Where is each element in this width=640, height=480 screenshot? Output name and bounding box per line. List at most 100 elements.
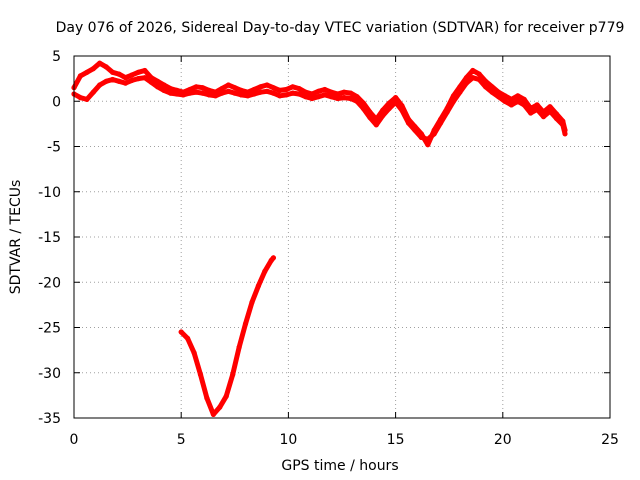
data-point xyxy=(217,404,223,410)
data-point xyxy=(502,93,508,99)
data-point xyxy=(438,120,444,126)
data-point xyxy=(155,84,161,90)
data-point xyxy=(251,86,257,93)
data-point xyxy=(178,329,184,335)
data-point xyxy=(232,90,238,96)
data-point xyxy=(206,87,212,93)
data-point xyxy=(283,92,289,98)
x-tick-label: 0 xyxy=(70,432,79,448)
data-point xyxy=(135,76,141,82)
data-point xyxy=(142,67,148,74)
data-point xyxy=(84,96,90,102)
data-point xyxy=(255,283,261,289)
data-point xyxy=(463,80,469,86)
data-point xyxy=(360,105,366,112)
data-point xyxy=(230,372,236,378)
data-point xyxy=(180,92,186,98)
data-point xyxy=(103,78,109,84)
data-point xyxy=(84,69,90,75)
data-point xyxy=(187,90,193,96)
data-point xyxy=(547,108,553,114)
data-point xyxy=(232,85,238,91)
data-point xyxy=(521,102,527,108)
data-point xyxy=(553,115,560,121)
data-point xyxy=(161,82,167,88)
data-point xyxy=(204,395,210,401)
data-point xyxy=(309,91,315,97)
data-point xyxy=(264,82,270,88)
data-point xyxy=(225,88,231,94)
data-point xyxy=(90,66,96,72)
data-point xyxy=(200,85,206,91)
data-point xyxy=(470,75,476,81)
data-point xyxy=(562,131,568,137)
data-point xyxy=(476,71,482,77)
data-point xyxy=(161,87,167,93)
y-tick-label: -10 xyxy=(38,185,61,201)
data-point xyxy=(508,102,514,108)
data-point xyxy=(200,90,206,96)
data-point xyxy=(386,105,392,112)
data-point xyxy=(219,86,225,92)
y-tick-label: -15 xyxy=(38,230,61,246)
data-point xyxy=(489,89,495,95)
data-point xyxy=(373,122,379,128)
data-point xyxy=(283,86,289,93)
data-point xyxy=(277,93,283,99)
data-point xyxy=(238,87,244,93)
data-point xyxy=(212,93,219,99)
y-axis-label: SDTVAR / TECUs xyxy=(8,180,24,295)
data-point xyxy=(534,102,540,108)
data-point xyxy=(210,411,216,417)
data-point xyxy=(116,71,122,77)
data-point xyxy=(270,85,276,91)
axis-ticks: 0 5 10 15 20 25 5 0 -5 -10 -15 -20 -25 -30 -35 xyxy=(38,49,619,448)
data-point xyxy=(444,109,450,115)
data-point xyxy=(348,95,354,102)
data-point xyxy=(257,89,264,95)
series-line-1 xyxy=(71,60,568,148)
data-point xyxy=(142,75,148,81)
data-point xyxy=(335,91,341,97)
data-point xyxy=(425,142,431,148)
data-point xyxy=(270,255,276,261)
data-point xyxy=(167,90,174,96)
data-point xyxy=(264,88,270,94)
data-point xyxy=(191,350,197,356)
data-point xyxy=(303,94,309,100)
x-tick-label: 20 xyxy=(494,432,512,448)
data-point xyxy=(315,94,321,100)
data-point xyxy=(77,95,83,101)
data-point xyxy=(290,84,296,90)
data-point xyxy=(290,90,296,96)
data-point xyxy=(335,95,341,102)
data-point xyxy=(257,84,264,90)
data-point xyxy=(470,67,476,74)
data-point xyxy=(341,89,347,95)
data-point xyxy=(148,79,154,85)
data-point xyxy=(249,299,255,305)
data-point xyxy=(206,92,212,98)
series-line-3 xyxy=(178,255,276,417)
x-tick-label: 25 xyxy=(601,432,619,448)
data-point xyxy=(540,114,547,120)
data-point xyxy=(110,76,116,83)
data-point xyxy=(412,127,418,133)
data-point xyxy=(296,91,302,97)
data-point xyxy=(534,106,540,112)
data-point xyxy=(322,86,328,93)
data-point xyxy=(251,91,257,97)
data-point xyxy=(502,98,508,104)
data-point xyxy=(309,95,315,102)
data-point xyxy=(328,94,334,100)
data-point xyxy=(418,134,424,140)
data-point xyxy=(425,136,431,142)
data-point xyxy=(242,321,249,327)
data-point xyxy=(129,77,135,83)
data-point xyxy=(77,73,83,79)
data-point xyxy=(508,96,514,102)
data-point xyxy=(122,80,129,86)
data-point xyxy=(185,335,191,341)
data-point xyxy=(262,268,268,274)
